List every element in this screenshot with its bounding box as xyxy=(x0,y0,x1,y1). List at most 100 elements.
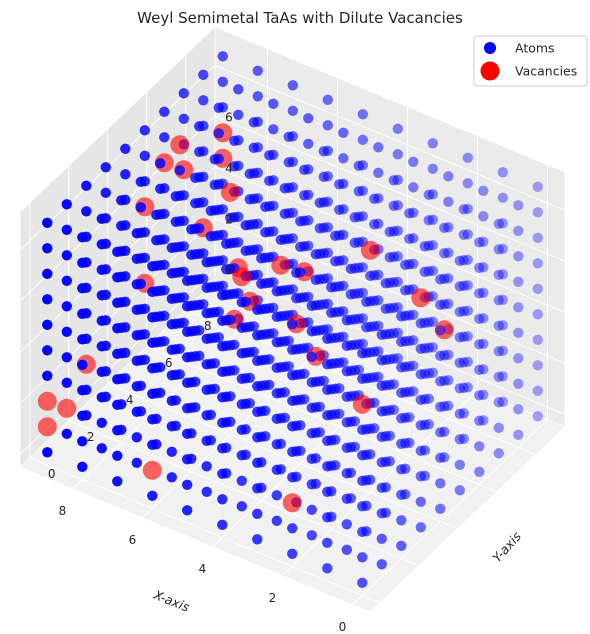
grid-line-y xyxy=(146,346,497,493)
atom-point xyxy=(345,263,356,274)
atom-point xyxy=(205,205,216,216)
atom-point xyxy=(112,425,123,436)
atom-point xyxy=(462,254,473,265)
atom-point xyxy=(229,135,240,146)
atom-point xyxy=(217,392,228,403)
atom-point xyxy=(462,152,473,163)
atom-point xyxy=(497,192,508,203)
atom-point xyxy=(427,342,438,353)
atom-point xyxy=(233,109,244,121)
atom-point xyxy=(493,218,504,229)
atom-point xyxy=(458,331,469,342)
atom-point xyxy=(462,331,473,342)
atom-point xyxy=(388,175,399,186)
atom-point xyxy=(182,428,193,439)
atom-point xyxy=(217,315,228,326)
atom-point xyxy=(341,340,352,351)
atom-point xyxy=(100,187,112,198)
atom-point xyxy=(61,224,72,235)
atom-point xyxy=(248,117,259,128)
atom-point xyxy=(252,508,263,519)
atom-point xyxy=(396,489,407,500)
atom-point xyxy=(478,389,489,400)
atom-point xyxy=(147,439,158,450)
atom-point xyxy=(478,364,489,375)
atom-point xyxy=(182,377,193,388)
legend-vacancies-label: Vacancies xyxy=(515,64,577,79)
atom-point xyxy=(322,333,333,344)
atom-point xyxy=(443,171,454,182)
atom-point xyxy=(96,239,108,250)
atom-point xyxy=(217,366,228,377)
atom-point xyxy=(61,428,72,439)
atom-point xyxy=(96,392,108,403)
atom-point xyxy=(493,346,504,357)
atom-point xyxy=(306,351,317,362)
atom-point xyxy=(353,186,364,197)
atom-point xyxy=(77,385,88,396)
atom-point xyxy=(338,127,349,138)
atom-point xyxy=(252,304,263,315)
atom-point xyxy=(236,348,247,359)
atom-point xyxy=(252,381,263,392)
atom-point xyxy=(279,183,290,194)
atom-point xyxy=(341,391,352,402)
atom-point xyxy=(462,280,473,291)
atom-point xyxy=(190,198,201,209)
atom-point xyxy=(400,259,411,270)
atom-point xyxy=(236,322,247,333)
atom-point xyxy=(42,217,53,228)
atom-point xyxy=(454,485,465,496)
atom-point xyxy=(478,185,489,196)
atom-point xyxy=(493,295,504,306)
atom-point xyxy=(478,338,489,349)
atom-point xyxy=(147,337,158,348)
atom-point xyxy=(131,406,142,417)
atom-point xyxy=(166,344,177,355)
atom-point xyxy=(81,180,92,191)
atom-point xyxy=(478,313,489,324)
atom-point xyxy=(112,246,123,257)
vacancy-point xyxy=(37,391,57,411)
atom-point xyxy=(341,442,352,453)
atom-point xyxy=(396,311,407,322)
atom-point xyxy=(252,483,263,494)
atom-point xyxy=(532,334,543,345)
vacancy-point xyxy=(142,460,162,480)
atom-point xyxy=(341,544,352,555)
atom-point xyxy=(357,134,368,145)
atom-point xyxy=(275,234,286,245)
atom-point xyxy=(513,404,524,415)
atom-point xyxy=(361,296,372,307)
atom-point xyxy=(217,290,228,301)
atom-point xyxy=(182,301,193,312)
atom-point xyxy=(345,289,356,300)
atom-point xyxy=(341,366,352,377)
atom-point xyxy=(458,433,469,444)
atom-point xyxy=(493,269,504,280)
atom-point xyxy=(369,193,380,204)
z-tick-label: 6 xyxy=(225,110,233,124)
atom-point xyxy=(334,204,345,215)
atom-point xyxy=(454,357,465,368)
atom-point xyxy=(392,123,403,134)
atom-point xyxy=(513,251,524,262)
atom-point xyxy=(532,258,543,269)
atom-point xyxy=(478,262,489,273)
atom-point xyxy=(264,150,275,161)
vacancy-point xyxy=(360,240,380,260)
atom-point xyxy=(170,191,181,202)
atom-point xyxy=(61,352,72,363)
atom-point xyxy=(166,242,177,253)
atom-point xyxy=(349,237,360,248)
atom-point xyxy=(458,357,469,368)
atom-point xyxy=(443,400,454,411)
atom-point xyxy=(131,304,142,315)
atom-point xyxy=(120,169,131,180)
atom-point xyxy=(408,182,419,193)
atom-point xyxy=(322,461,333,472)
atom-point xyxy=(330,230,341,241)
atom-point xyxy=(271,337,282,348)
atom-point xyxy=(287,80,298,91)
tick-labels: 0 2 4 6 8 0 2 4 6 8 0 2 4 6 xyxy=(48,110,346,634)
